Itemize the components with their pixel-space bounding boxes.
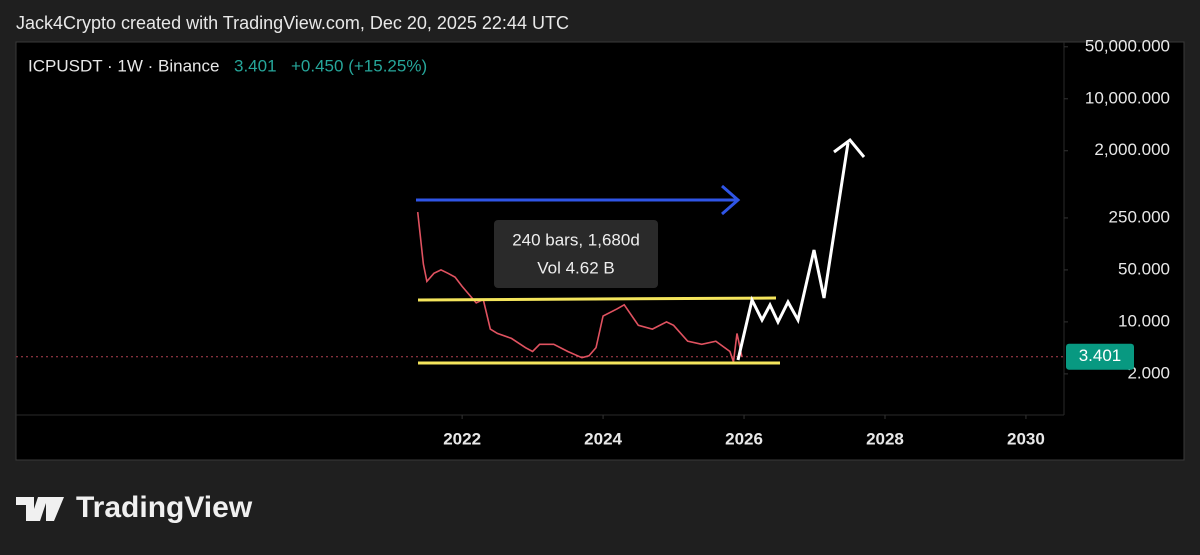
legend-change: +0.450 (+15.25%) bbox=[291, 56, 427, 75]
measure-arrow-head bbox=[721, 184, 741, 216]
logo-mark bbox=[16, 497, 64, 521]
y-tick-label: 50,000.000 bbox=[1085, 36, 1170, 55]
x-tick-label: 2022 bbox=[443, 429, 481, 448]
resistance-line bbox=[417, 296, 777, 302]
projection-arrow bbox=[736, 142, 850, 361]
y-tick-label: 250.000 bbox=[1109, 207, 1170, 226]
y-tick-label: 50.000 bbox=[1118, 259, 1170, 278]
credit: Jack4Crypto created with TradingView.com… bbox=[16, 13, 569, 33]
logo: TradingView bbox=[16, 491, 253, 524]
y-tick-label: 10,000.000 bbox=[1085, 88, 1170, 107]
symbol: ICPUSDT · 1W · Binance bbox=[28, 56, 219, 75]
legend-price: 3.401 bbox=[234, 56, 277, 75]
x-tick-label: 2024 bbox=[584, 429, 622, 448]
last-price-badge bbox=[1066, 343, 1134, 370]
x-tick-label: 2030 bbox=[1007, 429, 1045, 448]
logo-text: TradingView bbox=[76, 491, 253, 524]
measure-bars: 240 bars, 1,680d bbox=[512, 230, 640, 249]
y-tick-label: 10.000 bbox=[1118, 311, 1170, 330]
y-tick-label: 2,000.000 bbox=[1094, 140, 1170, 159]
measure-volume: Vol 4.62 B bbox=[537, 258, 615, 277]
measure-box bbox=[494, 220, 658, 288]
projection-arrow-head bbox=[833, 137, 866, 158]
last-price-label: 3.401 bbox=[1079, 346, 1122, 365]
price-line bbox=[416, 211, 743, 363]
plot: 2.000 10.000 50.000 250.000 2,000.000 10,000.… bbox=[16, 36, 1170, 448]
y-tick-label: 2.000 bbox=[1127, 363, 1170, 382]
x-tick-label: 2028 bbox=[866, 429, 904, 448]
x-tick-label: 2026 bbox=[725, 429, 763, 448]
